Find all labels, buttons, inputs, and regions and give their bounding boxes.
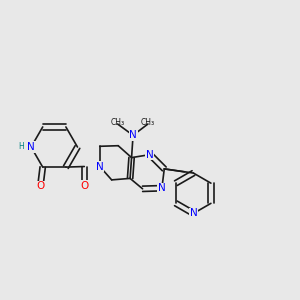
Text: CH₃: CH₃ (141, 118, 155, 127)
Text: O: O (80, 181, 88, 191)
Text: N: N (146, 150, 154, 160)
Text: N: N (190, 208, 197, 218)
Text: H: H (18, 142, 24, 151)
Text: N: N (158, 183, 166, 193)
Text: N: N (129, 130, 137, 140)
Text: O: O (36, 182, 44, 191)
Text: N: N (96, 161, 103, 172)
Text: N: N (27, 142, 35, 152)
Text: CH₃: CH₃ (110, 118, 125, 127)
